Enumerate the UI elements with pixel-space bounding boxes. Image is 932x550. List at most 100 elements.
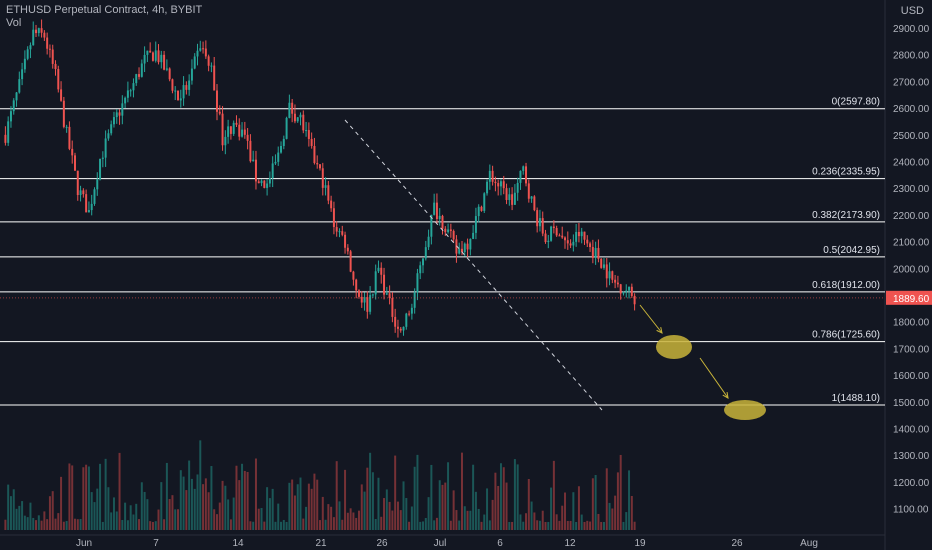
- volume-label: Vol: [6, 17, 22, 29]
- volume-bar: [416, 454, 419, 530]
- target-ellipse-2: [724, 400, 766, 420]
- candle-body: [458, 248, 461, 254]
- volume-bar: [82, 467, 85, 530]
- volume-bar: [165, 462, 168, 530]
- candle-body: [357, 290, 360, 297]
- volume-bar: [87, 466, 90, 530]
- y-tick-label: 1100.00: [893, 505, 929, 516]
- candle-body: [416, 273, 419, 293]
- volume-bar: [494, 472, 497, 530]
- candle-body: [608, 271, 611, 279]
- volume-bar: [26, 517, 29, 530]
- candle-body: [313, 145, 316, 164]
- volume-bar: [243, 470, 246, 530]
- candle-body: [118, 112, 121, 116]
- candle-body: [221, 113, 224, 146]
- volume-bar: [60, 476, 63, 530]
- candle-body: [4, 134, 7, 143]
- candle-body: [330, 200, 333, 209]
- volume-bar: [110, 512, 113, 530]
- candle-body: [57, 69, 60, 90]
- volume-bar: [202, 484, 205, 530]
- volume-bar: [299, 477, 302, 530]
- volume-bar: [469, 510, 472, 530]
- candle-body: [491, 170, 494, 182]
- volume-bar: [218, 502, 221, 530]
- candle-body: [121, 103, 124, 116]
- candle-body: [132, 83, 135, 91]
- candle-body: [149, 50, 152, 53]
- candle-body: [447, 229, 450, 233]
- volume-bar: [483, 514, 486, 530]
- volume-bar: [296, 484, 299, 530]
- volume-bar: [597, 513, 600, 530]
- volume-bar: [40, 520, 43, 530]
- volume-bar: [616, 472, 619, 530]
- volume-bar: [608, 502, 611, 530]
- volume-bar: [580, 514, 583, 530]
- volume-bar: [558, 520, 561, 530]
- volume-bar: [335, 461, 338, 530]
- candle-body: [193, 56, 196, 69]
- volume-bar: [594, 475, 597, 530]
- volume-bar: [54, 518, 57, 530]
- volume-bar: [530, 501, 533, 530]
- volume-bar: [541, 510, 544, 530]
- candle-body: [555, 228, 558, 236]
- volume-bar: [232, 497, 235, 530]
- volume-bar: [74, 518, 76, 530]
- candle-body: [405, 313, 408, 327]
- candle-body: [633, 295, 636, 305]
- candle-body: [151, 52, 154, 61]
- volume-bar: [121, 519, 124, 530]
- volume-bar: [391, 510, 394, 530]
- volume-bar: [402, 481, 405, 530]
- volume-bar: [112, 497, 115, 530]
- candle-body: [422, 258, 425, 266]
- candle-body: [165, 68, 168, 70]
- y-tick-label: 2100.00: [893, 238, 930, 249]
- candle-body: [277, 152, 280, 162]
- volume-bar: [600, 521, 603, 530]
- candle-body: [143, 54, 146, 64]
- volume-bar: [589, 521, 592, 530]
- volume-bar: [168, 499, 171, 530]
- candle-body: [229, 126, 232, 134]
- y-tick-label: 2300.00: [893, 184, 930, 195]
- candle-body: [104, 138, 107, 158]
- candle-body: [271, 163, 274, 179]
- candle-body: [32, 29, 35, 46]
- volume-bar: [51, 491, 54, 530]
- volume-bar: [441, 484, 444, 530]
- volume-bar: [313, 473, 316, 530]
- volume-bar: [46, 519, 49, 530]
- y-tick-label: 2800.00: [893, 51, 930, 62]
- volume-bar: [394, 455, 397, 530]
- candle-body: [324, 185, 327, 188]
- volume-bar: [293, 495, 296, 530]
- candle-body: [21, 69, 24, 80]
- volume-bar: [583, 521, 586, 530]
- y-tick-label: 2600.00: [893, 104, 930, 115]
- candle-body: [516, 182, 519, 193]
- x-tick-label: 14: [232, 538, 244, 549]
- volume-bar: [435, 517, 438, 530]
- volume-bar: [277, 503, 280, 530]
- volume-bar: [48, 496, 51, 530]
- candle-body: [586, 239, 589, 244]
- candle-body: [519, 170, 522, 183]
- candle-body: [260, 180, 263, 184]
- candle-body: [263, 180, 266, 188]
- candle-body: [51, 49, 54, 64]
- candle-body: [410, 307, 413, 314]
- volume-bar: [138, 519, 141, 530]
- volume-bar: [177, 509, 180, 530]
- candle-body: [527, 183, 530, 199]
- volume-bar: [516, 464, 519, 530]
- candle-body: [218, 111, 221, 114]
- volume-bar: [369, 452, 372, 530]
- volume-bar: [505, 482, 508, 530]
- volume-bar: [140, 482, 143, 530]
